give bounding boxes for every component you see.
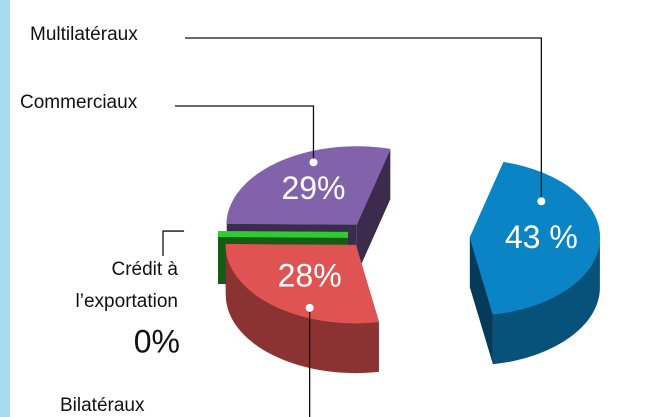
side-stripe <box>0 0 10 417</box>
leader-dot <box>184 227 193 236</box>
value-label: 0% <box>134 323 180 359</box>
slice-side <box>469 237 493 365</box>
leader-line <box>175 105 315 163</box>
category-label: Commerciaux <box>20 92 138 113</box>
value-label: 28% <box>278 257 342 293</box>
slice-wall <box>225 245 379 374</box>
leader-dot <box>305 303 314 312</box>
category-label: Crédit à l’exportation <box>75 259 178 312</box>
leader-line <box>162 230 189 256</box>
slice <box>226 146 391 225</box>
value-label: 43 % <box>505 219 578 255</box>
slice <box>225 244 380 324</box>
leader-line <box>185 37 542 202</box>
leader-dot <box>309 158 318 167</box>
category-label: Bilatéraux <box>60 395 145 416</box>
value-label: 29% <box>281 170 345 206</box>
slice-side <box>356 149 391 275</box>
slice <box>469 161 601 315</box>
category-label: Multilatéraux <box>30 24 138 45</box>
leader-dot <box>537 197 546 206</box>
category-text: Crédit à l’exportation <box>75 259 178 312</box>
slice <box>217 231 349 238</box>
pie <box>217 146 601 374</box>
